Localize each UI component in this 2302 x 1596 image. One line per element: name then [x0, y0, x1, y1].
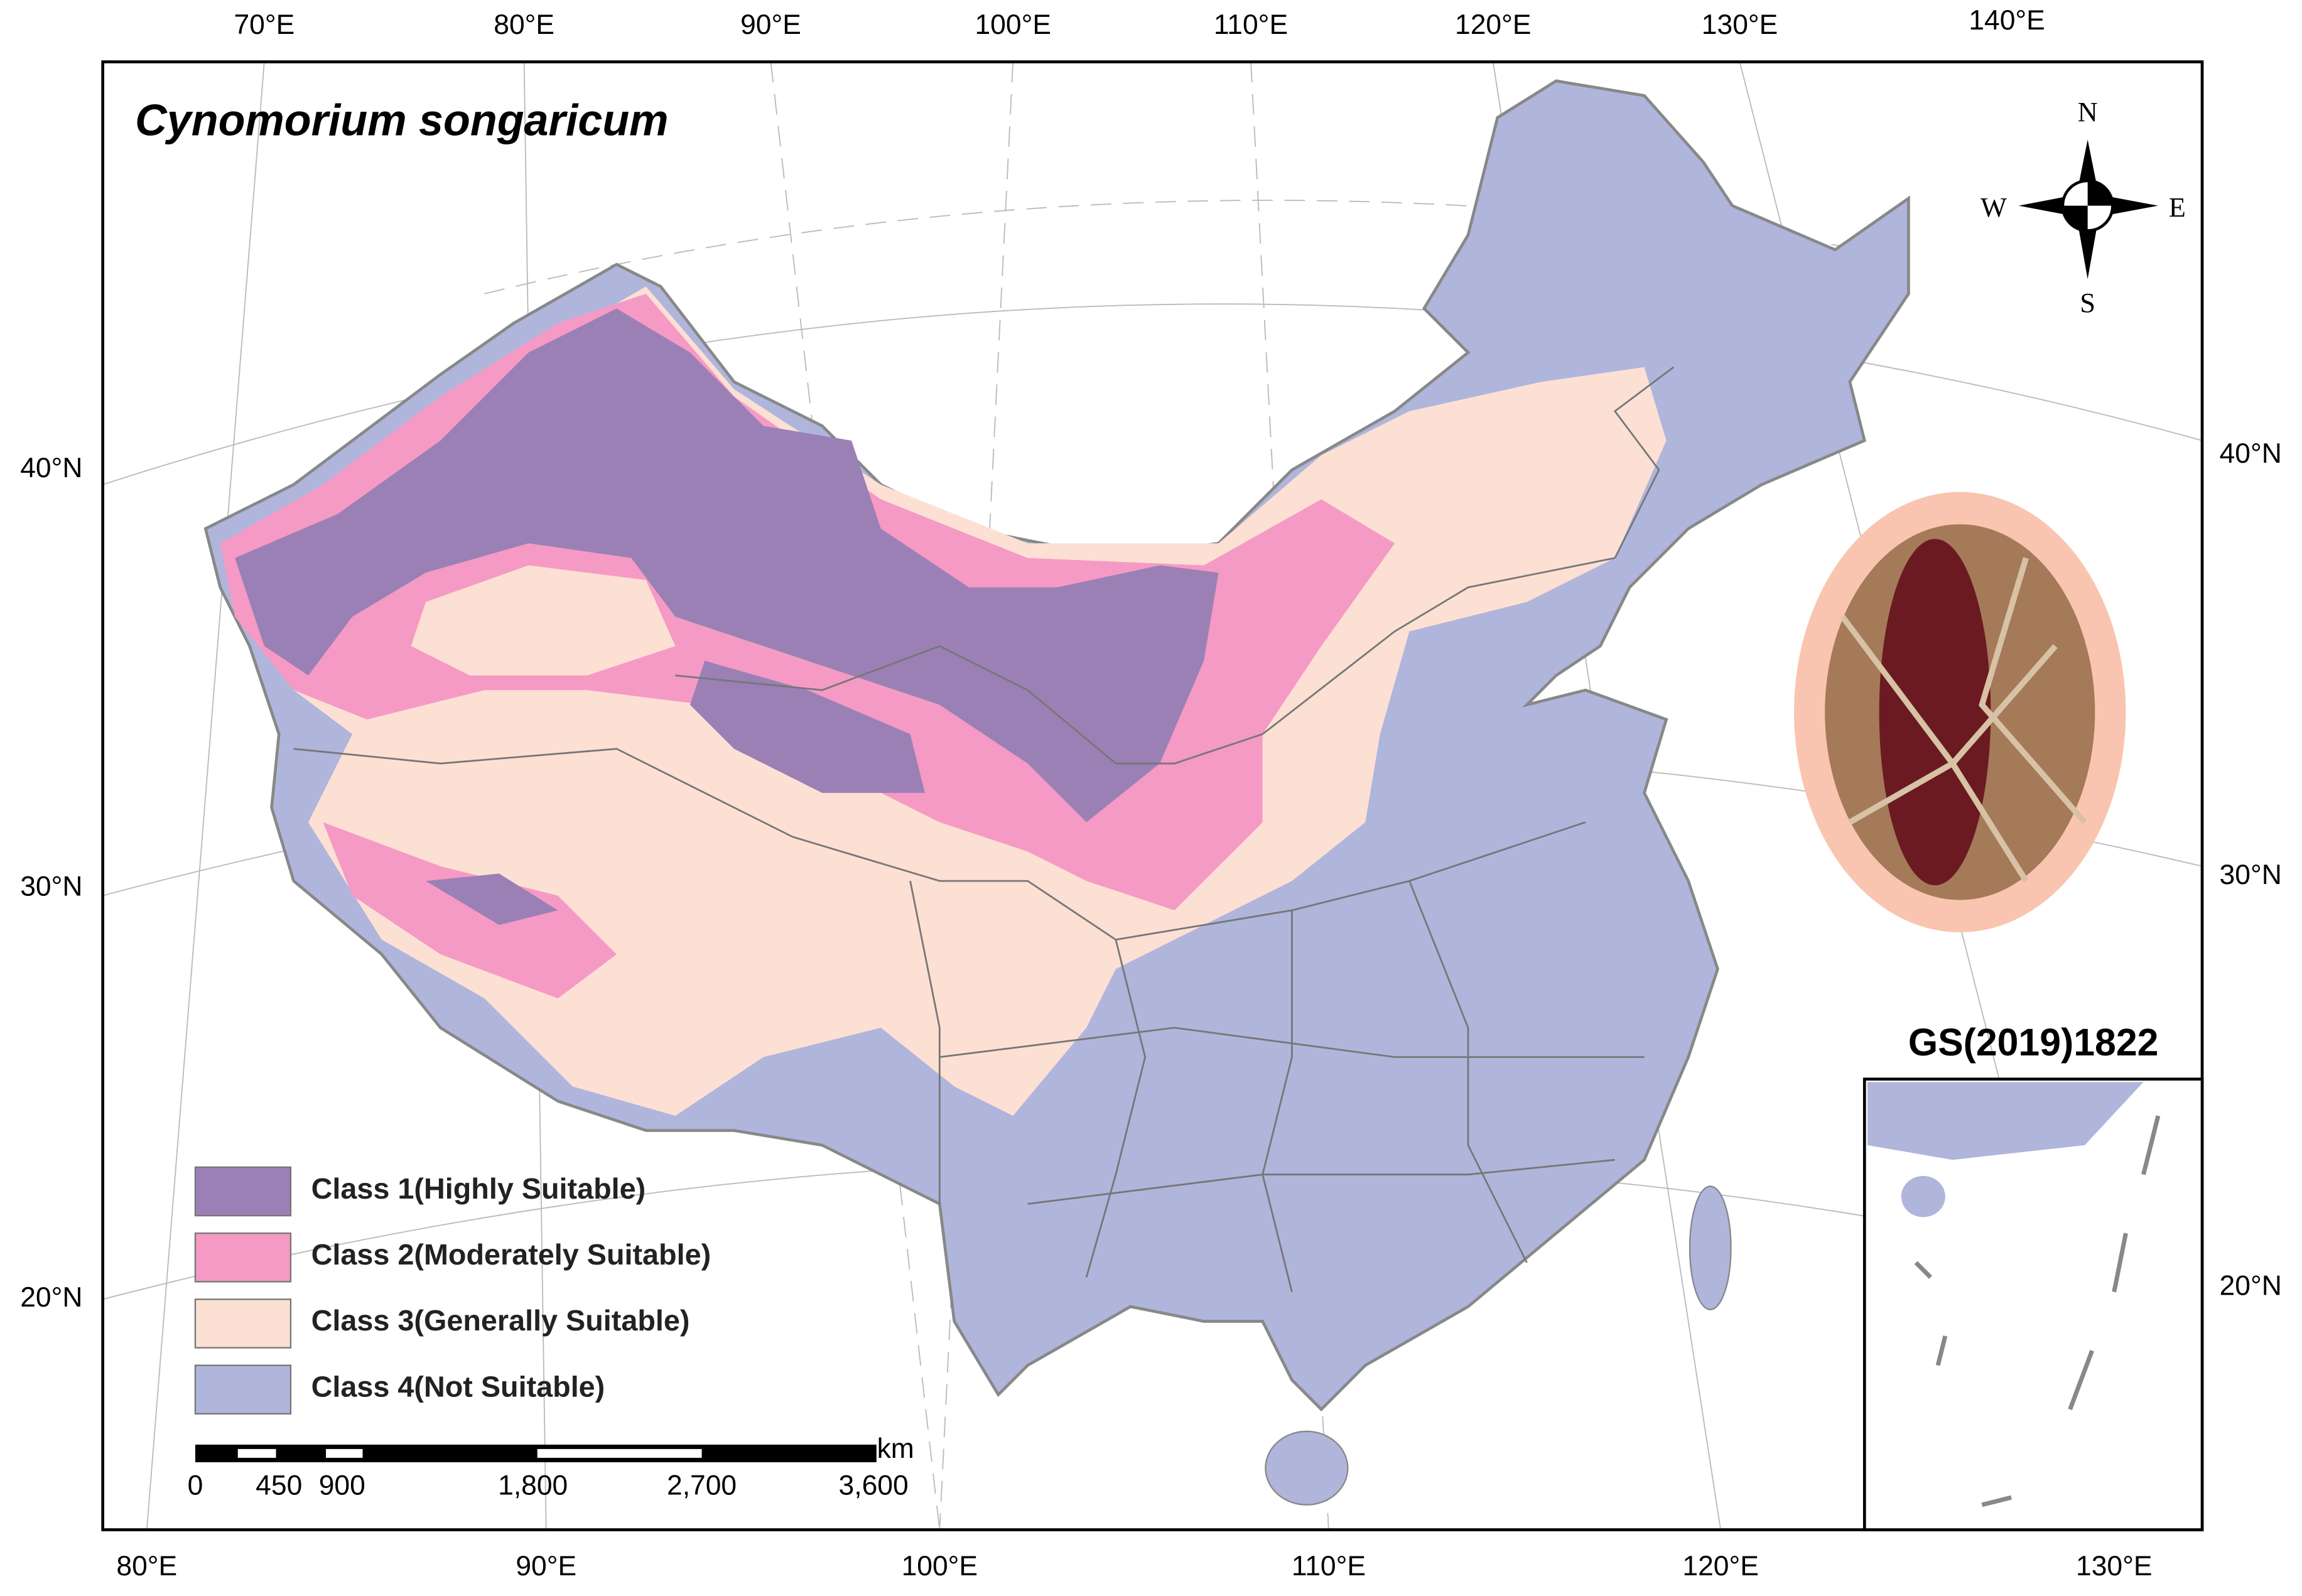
island	[1689, 1185, 1732, 1310]
scale-label: 2,700	[667, 1470, 737, 1501]
compass-east: E	[2169, 191, 2186, 223]
province-borders	[293, 366, 1675, 1293]
photo-branches	[1840, 557, 2087, 883]
legend-swatch	[194, 1232, 292, 1283]
scale-label: 1,800	[498, 1470, 568, 1501]
scale-label: 3,600	[839, 1470, 909, 1501]
top-label: 70°E	[234, 9, 295, 40]
compass	[2018, 139, 2158, 279]
top-label: 120°E	[1455, 9, 1531, 40]
compass-north: N	[2078, 96, 2098, 127]
graticule-line	[770, 62, 941, 1530]
right-label: 20°N	[2220, 1270, 2282, 1301]
photo-plant	[1879, 539, 1991, 886]
top-label: 130°E	[1702, 9, 1778, 40]
labels: 70°E 80°E 90°E 100°E 110°E 120°E 130°E 140°E 80°…	[20, 5, 2282, 1582]
graticule-line	[939, 62, 1014, 1530]
scale-label: 0	[188, 1470, 203, 1501]
map-frame	[101, 60, 2204, 1531]
legend-label: Class 2(Moderately Suitable)	[311, 1238, 711, 1271]
scale-bar-segment	[537, 1448, 702, 1458]
island	[1265, 1430, 1349, 1506]
legend-swatch	[194, 1166, 292, 1217]
left-label: 20°N	[20, 1282, 82, 1313]
legend-label: Class 1(Highly Suitable)	[311, 1172, 646, 1205]
scale-label: 900	[319, 1470, 365, 1501]
bottom-label: 80°E	[116, 1551, 177, 1582]
scale-bar-segment	[237, 1448, 276, 1458]
graticule-line	[146, 62, 265, 1530]
inset-land	[1867, 1082, 2144, 1160]
top-label: 110°E	[1214, 9, 1288, 40]
compass-west: W	[1980, 191, 2007, 223]
compass-south: S	[2080, 287, 2095, 318]
suitability-zone	[235, 308, 1219, 925]
bottom-label: 120°E	[1682, 1551, 1758, 1582]
right-label: 40°N	[2220, 438, 2282, 469]
left-label: 40°N	[20, 453, 82, 483]
inset-label: GS(2019)1822	[1908, 1021, 2159, 1064]
scale-unit: km	[877, 1433, 914, 1464]
scale-bar	[195, 1444, 877, 1462]
legend-swatch	[194, 1298, 292, 1349]
scale-label: 450	[256, 1470, 302, 1501]
bottom-label: 90°E	[516, 1551, 576, 1582]
bottom-label: 100°E	[902, 1551, 978, 1582]
left-label: 30°N	[20, 871, 82, 902]
graticule-line	[1250, 62, 1329, 1530]
right-label: 30°N	[2220, 860, 2282, 890]
bottom-label: 130°E	[2076, 1551, 2152, 1582]
inset-island	[1901, 1176, 1945, 1217]
scale-bar-segment	[326, 1448, 363, 1458]
top-label: 140°E	[1969, 5, 2045, 36]
bottom-label: 110°E	[1292, 1551, 1366, 1582]
top-label: 100°E	[975, 9, 1051, 40]
suitability-zone	[411, 565, 676, 676]
legend-swatch	[194, 1364, 292, 1415]
legend-label: Class 3(Generally Suitable)	[311, 1304, 690, 1337]
map-title: Cynomorium songaricum	[135, 95, 668, 144]
legend-label: Class 4(Not Suitable)	[311, 1370, 605, 1403]
top-label: 80°E	[494, 9, 554, 40]
top-label: 90°E	[740, 9, 801, 40]
inset-boundary	[1914, 1115, 2161, 1507]
